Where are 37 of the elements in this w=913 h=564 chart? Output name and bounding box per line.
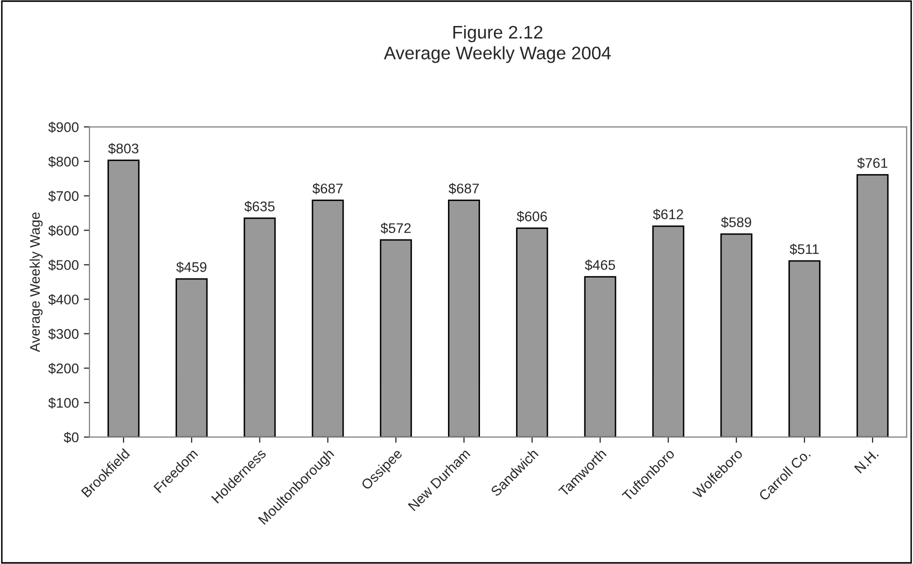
bar xyxy=(448,200,480,438)
data-label: $761 xyxy=(857,157,888,169)
y-tick-label: $200 xyxy=(48,362,79,374)
y-tick-label: $500 xyxy=(48,260,79,271)
y-axis-title: Average Weekly Wage xyxy=(30,212,43,352)
bar xyxy=(312,200,344,438)
data-label: $459 xyxy=(176,262,206,273)
bar xyxy=(380,239,412,438)
y-tick-label: $300 xyxy=(48,328,79,340)
bar xyxy=(108,160,140,438)
y-tick-label: $600 xyxy=(48,225,79,236)
bar xyxy=(788,260,820,438)
bar xyxy=(652,225,684,438)
data-label: $687 xyxy=(448,182,479,194)
data-label: $465 xyxy=(584,260,616,271)
data-label: $589 xyxy=(721,216,752,228)
data-label: $687 xyxy=(312,182,343,194)
bar xyxy=(244,218,276,438)
x-tick-label: N.H. xyxy=(854,448,879,474)
y-tick-label: $700 xyxy=(48,190,79,202)
y-tick-label: $0 xyxy=(64,432,79,444)
data-label: $511 xyxy=(790,244,819,255)
data-label: $606 xyxy=(516,210,547,222)
y-tick-label: $400 xyxy=(48,294,79,306)
bar xyxy=(516,228,548,438)
data-label: $635 xyxy=(244,200,275,212)
data-label: $572 xyxy=(380,222,411,234)
bar xyxy=(584,276,616,438)
y-tick-label: $900 xyxy=(48,122,79,133)
bar xyxy=(176,278,208,438)
y-tick-label: $800 xyxy=(48,156,79,168)
data-label: $612 xyxy=(652,208,684,220)
bar xyxy=(856,174,889,438)
data-label: $803 xyxy=(108,143,138,154)
chart-title: Figure 2.12 Average Weekly Wage 2004 xyxy=(384,25,611,63)
y-tick-label: $100 xyxy=(48,397,79,409)
bar xyxy=(720,233,752,438)
